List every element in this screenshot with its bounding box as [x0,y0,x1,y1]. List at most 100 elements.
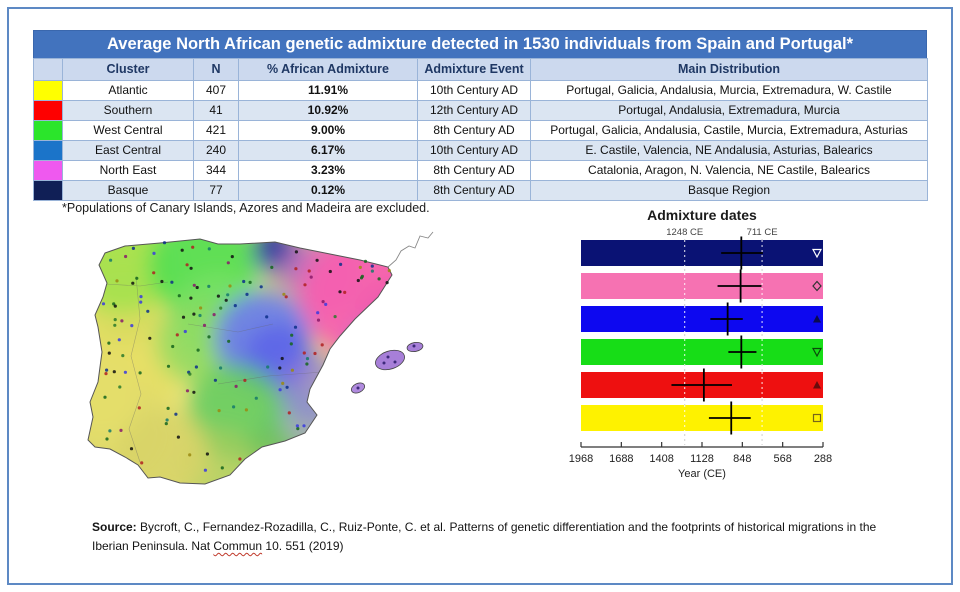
sample-size-cell: 77 [193,180,239,201]
column-header-admixture: % African Admixture [238,58,418,81]
sample-dots [101,241,416,472]
sample-dot [123,370,127,374]
sample-dot [195,285,199,290]
sample-dot [285,385,289,389]
sample-dot [228,284,232,288]
source-label: Source: [92,520,137,534]
sample-dot [382,361,386,365]
sample-dot [115,279,119,283]
sample-dot [103,395,107,399]
sample-dot [338,290,342,294]
sample-dot [313,351,317,356]
source-text-end: 10. 551 (2019) [262,539,344,554]
sample-dot [270,265,274,269]
sample-dot [166,364,171,368]
cluster-name-cell: West Central [62,120,194,141]
sample-dot [386,355,390,359]
sample-dot [359,276,364,280]
distribution-cell: E. Castile, Valencia, NE Andalusia, Astu… [530,140,928,161]
sample-dot [370,264,374,268]
sample-dot [385,281,389,285]
sample-dot [278,366,282,370]
admixture-percent-cell: 11.91% [238,80,418,101]
admixture-event-cell: 8th Century AD [417,180,531,201]
column-header-cluster: Cluster [62,58,194,81]
marker-triangle-down-icon [812,248,822,259]
table-header-row: Cluster N % African Admixture Admixture … [33,58,928,81]
sample-dot [293,325,298,329]
sample-dot [212,313,216,317]
sample-dot [295,424,299,428]
sample-dot [316,318,321,322]
sample-dot [105,368,109,372]
source-citation: Source: Bycroft, C., Fernandez-Rozadilla… [92,518,904,556]
sample-size-cell: 240 [193,140,239,161]
sample-dot [166,406,170,410]
sample-dot [305,357,310,361]
sample-dot [324,302,328,306]
cluster-name-cell: Southern [62,100,194,121]
sample-dot [377,277,381,281]
sample-dot [393,360,397,364]
chart-title: Admixture dates [647,207,757,223]
sample-dot [287,411,291,415]
sample-dot [316,311,320,315]
x-axis-label: Year (CE) [678,468,726,480]
sample-dot [216,294,220,298]
sample-dot [139,295,143,299]
balearic-islands [350,341,424,394]
sample-dot [259,285,263,289]
sample-dot [280,356,284,361]
sample-dot [152,271,156,275]
admixture-table: Average North African genetic admixture … [33,30,928,201]
sample-dot [343,290,347,294]
chart-bar-east-central [581,306,823,332]
sample-dot [199,306,203,310]
swatch-column-header [33,58,63,81]
x-tick-label: 848 [733,453,751,465]
sample-dot [120,319,124,323]
sample-dot [101,302,106,306]
sample-dot [302,424,306,428]
sample-dot [321,300,325,304]
chart-bar-north-east [581,273,823,299]
table-row: Atlantic 407 11.91% 10th Century AD Portugal… [33,80,928,101]
sample-dot [113,304,117,308]
sample-dot [266,365,270,369]
sample-size-cell: 421 [193,120,239,141]
sample-dot [281,381,285,385]
x-tick-label: 1688 [609,453,633,465]
cluster-name-cell: East Central [62,140,194,161]
sample-dot [113,323,117,327]
admixture-dates-chart: Admixture dates 1248 CE 711 CE 1968 1688 1408… [560,200,880,500]
sample-dot [117,338,121,342]
x-tick-label: 568 [773,453,791,465]
sample-dot [203,468,207,472]
sample-dot [198,313,202,318]
table-row: Southern 41 10.92% 12th Century AD Portugal,… [33,100,928,121]
sample-dot [104,372,108,376]
chart-bar-atlantic [581,405,823,431]
sample-dot [232,405,236,409]
sample-dot [138,371,142,375]
cluster-color-swatch [33,160,63,181]
admixture-percent-cell: 0.12% [238,180,418,201]
column-header-n: N [193,58,239,81]
sample-dot [185,389,190,393]
sample-dot [213,378,217,382]
sample-dot [320,343,324,347]
sample-dot [302,351,306,355]
sample-dot [296,427,300,431]
sample-dot [165,418,169,422]
cluster-name-cell: Basque [62,180,194,201]
distribution-cell: Basque Region [530,180,928,201]
sample-size-cell: 344 [193,160,239,181]
sample-dot [339,262,343,266]
table-row: North East 344 3.23% 8th Century AD Cataloni… [33,160,928,181]
sample-dot [290,333,294,337]
sample-dot [202,323,207,327]
sample-dot [242,279,246,284]
sample-dot [254,396,258,400]
sample-dot [387,269,391,273]
sample-dot [244,408,248,412]
